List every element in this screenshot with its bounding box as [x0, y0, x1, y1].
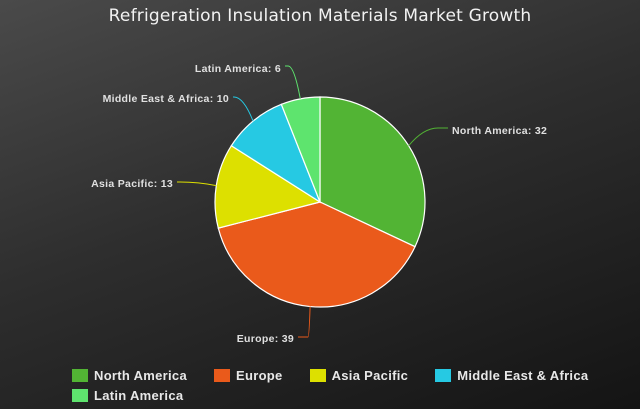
- legend-item[interactable]: Europe: [214, 366, 283, 384]
- pie-slice-asia-pacific[interactable]: [214, 144, 322, 229]
- data-label: Europe: 39: [237, 333, 294, 345]
- leader-line: [408, 127, 448, 147]
- leader-line: [177, 181, 217, 187]
- pie-slice-latin-america[interactable]: [280, 96, 321, 203]
- legend-label: Latin America: [94, 387, 184, 403]
- legend-label: Asia Pacific: [331, 367, 409, 383]
- legend-item[interactable]: Latin America: [72, 386, 183, 404]
- legend-swatch: [72, 368, 88, 382]
- legend-item[interactable]: Asia Pacific: [309, 366, 409, 384]
- legend-label: Middle East & Africa: [457, 367, 589, 383]
- leader-line: [285, 65, 301, 99]
- legend-swatch: [309, 368, 326, 382]
- legend-swatch: [435, 368, 452, 382]
- pie-slices: [214, 96, 426, 308]
- data-labels: North America: 32 Europe: 39 Asia Pacific:…: [91, 63, 547, 345]
- data-label: Middle East & Africa: 10: [103, 93, 229, 105]
- legend-swatch: [214, 368, 230, 382]
- leader-lines: [177, 65, 448, 338]
- legend-item[interactable]: Middle East & Africa: [435, 366, 588, 384]
- pie-slice-europe[interactable]: [217, 201, 416, 308]
- legend-label: North America: [94, 367, 187, 383]
- pie-slice-north-america[interactable]: [319, 96, 426, 248]
- legend: North America Europe Asia Pacific Middle Ea…: [72, 366, 612, 404]
- legend-swatch: [72, 388, 88, 402]
- legend-label: Europe: [236, 367, 283, 383]
- data-label: North America: 32: [452, 125, 547, 137]
- data-label: Latin America: 6: [195, 63, 281, 75]
- data-label: Asia Pacific: 13: [91, 178, 173, 190]
- chart-title: Refrigeration Insulation Materials Marke…: [108, 6, 532, 26]
- legend-item[interactable]: North America: [72, 366, 187, 384]
- leader-line: [298, 306, 311, 338]
- leader-line: [233, 96, 254, 122]
